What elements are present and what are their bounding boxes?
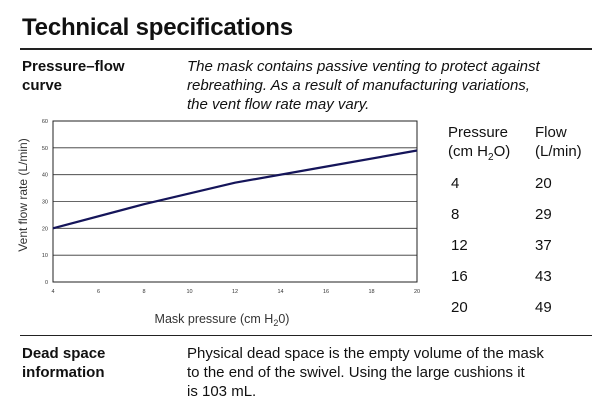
y-tick-label: 0 — [45, 280, 48, 286]
x-tick-label: 10 — [186, 289, 192, 295]
dead-space-label: Dead space information — [22, 344, 105, 382]
dead-space-line-3: is 103 mL. — [187, 383, 257, 400]
x-axis-label: Mask pressure (cm H20) — [155, 312, 290, 328]
x-tick-label: 18 — [368, 289, 374, 295]
y-axis-label: Vent flow rate (L/min) — [16, 138, 30, 251]
pressure-header-line1: Pressure — [448, 124, 509, 141]
table-cell-pressure: 8 — [451, 206, 460, 223]
pressure-header-line2: (cm H2O) — [448, 142, 510, 167]
y-tick-label: 40 — [42, 173, 48, 179]
plot-frame — [52, 120, 418, 283]
intro-line-2: rebreathing. As a result of manufacturin… — [187, 77, 530, 94]
x-tick-label: 20 — [414, 289, 420, 295]
pressure-flow-label-line2: curve — [22, 77, 63, 94]
x-tick-label: 8 — [142, 289, 145, 295]
intro-line-1: The mask contains passive venting to pro… — [187, 58, 540, 75]
x-axis-label-main: Mask pressure (cm H — [155, 312, 274, 326]
dead-space-line-1: Physical dead space is the empty volume … — [187, 345, 544, 362]
intro-line-3: the vent flow rate may vary. — [187, 96, 370, 113]
dead-space-text: Physical dead space is the empty volume … — [187, 344, 587, 401]
table-cell-flow: 37 — [535, 237, 552, 254]
pressure-flow-intro: The mask contains passive venting to pro… — [187, 57, 587, 114]
x-tick-labels: 4 6 8 10 12 14 16 18 20 — [51, 289, 420, 295]
x-axis-label-sub: 2 — [273, 318, 278, 328]
pressure-column-header: Pressure (cm H2O) — [448, 123, 510, 167]
flow-header-line1: Flow — [535, 124, 567, 141]
x-tick-label: 12 — [232, 289, 238, 295]
table-cell-flow: 43 — [535, 268, 552, 285]
pressure-header-unit-end: O) — [493, 143, 511, 160]
y-tick-label: 30 — [42, 200, 48, 206]
page-title: Technical specifications — [22, 14, 293, 41]
x-tick-label: 14 — [277, 289, 283, 295]
table-cell-pressure: 12 — [451, 237, 468, 254]
y-tick-label: 20 — [42, 226, 48, 232]
table-cell-flow: 29 — [535, 206, 552, 223]
section-divider — [20, 335, 592, 336]
y-tick-label: 10 — [42, 253, 48, 259]
pressure-flow-label-line1: Pressure–flow — [22, 58, 125, 75]
table-cell-flow: 49 — [535, 299, 552, 316]
table-cell-pressure: 20 — [451, 299, 468, 316]
x-tick-label: 4 — [51, 289, 54, 295]
pressure-flow-label: Pressure–flow curve — [22, 57, 125, 95]
pressure-header-subscript: 2 — [488, 152, 494, 163]
pressure-flow-chart: 0 10 20 30 40 50 60 4 6 8 10 12 14 16 18 20 Vent flow … — [16, 119, 420, 328]
flow-column-header: Flow (L/min) — [535, 123, 582, 161]
y-tick-label: 50 — [42, 146, 48, 152]
title-divider — [20, 48, 592, 50]
chart-grid — [53, 120, 417, 283]
flow-series-line — [52, 149, 418, 230]
x-tick-label: 16 — [323, 289, 329, 295]
table-cell-pressure: 16 — [451, 268, 468, 285]
flow-header-line2: (L/min) — [535, 143, 582, 160]
table-cell-pressure: 4 — [451, 175, 460, 192]
x-axis-label-end: 0) — [278, 312, 289, 326]
y-tick-labels: 0 10 20 30 40 50 60 — [42, 119, 48, 286]
dead-space-line-2: to the end of the swivel. Using the larg… — [187, 364, 525, 381]
pressure-header-unit: (cm H — [448, 143, 488, 160]
x-tick-label: 6 — [97, 289, 100, 295]
dead-space-label-line1: Dead space — [22, 345, 106, 362]
table-cell-flow: 20 — [535, 175, 552, 192]
y-tick-label: 60 — [42, 119, 48, 125]
dead-space-label-line2: information — [22, 364, 105, 381]
